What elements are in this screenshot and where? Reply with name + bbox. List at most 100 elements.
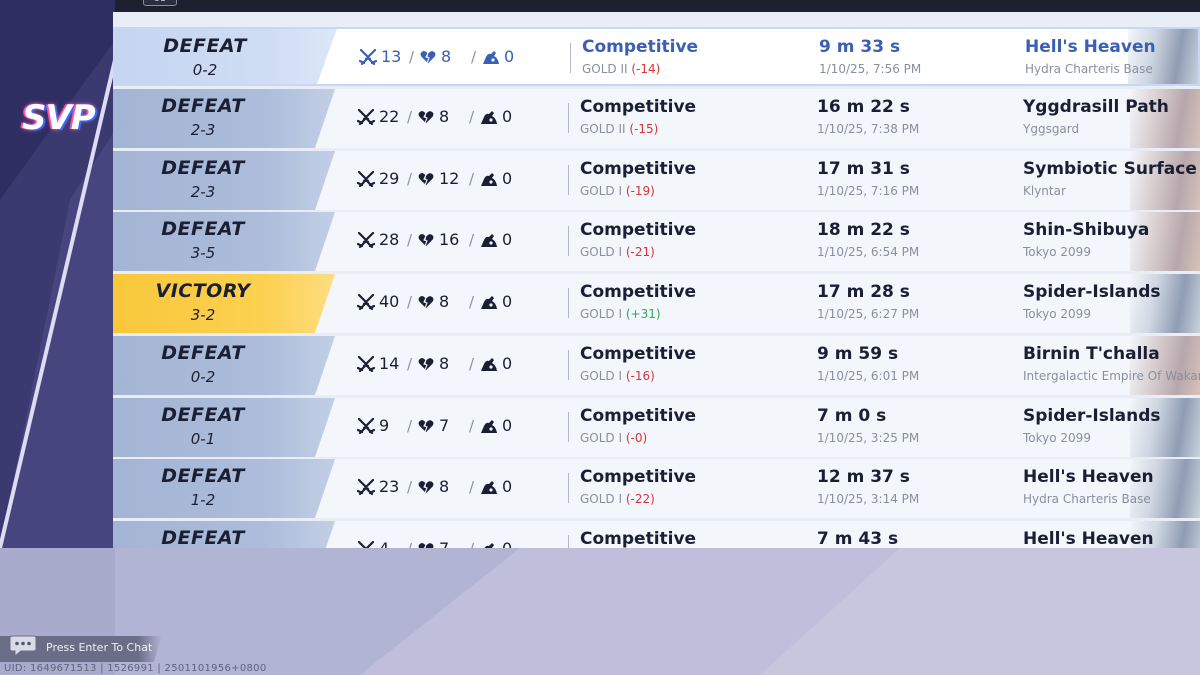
rank-change: GOLD I (-0) [580,431,647,445]
map-location: Tokyo 2099 [1023,245,1091,259]
match-row[interactable]: DEFEAT 0-2 13 / 8 / 0 Competitive GOLD II (-14) 9… [113,27,1200,86]
map-location: Hydra Charteris Base [1025,62,1153,76]
match-score: 1-2 [190,491,216,509]
match-duration: 16 m 22 s [817,97,910,117]
map-thumbnail [1130,212,1200,271]
match-date: 1/10/25, 3:14 PM [817,492,920,506]
stat-separator: / [407,417,413,435]
deaths-value: 8 [439,292,450,311]
top-tab[interactable]: 31 [143,0,177,6]
map-location: Yggsgard [1023,122,1080,136]
map-name: Symbiotic Surface [1023,159,1197,179]
match-score: 0-2 [190,368,216,386]
match-result: DEFEAT [161,527,245,548]
match-result: DEFEAT [163,35,247,57]
svp-badge: SVP [22,98,96,138]
kills-value: 28 [379,230,400,249]
match-duration: 7 m 43 s [817,529,899,548]
assists-value: 0 [502,538,512,548]
result-banner: DEFEAT [113,521,335,548]
column-divider [568,350,569,380]
kills-value: 29 [379,169,400,188]
assists-value: 0 [502,292,513,311]
game-mode: Competitive [582,37,699,57]
rank-change: GOLD I (-22) [580,492,655,506]
match-score: 0-2 [192,61,218,79]
map-location: Tokyo 2099 [1023,307,1091,321]
left-panel-stripes [0,0,115,548]
deaths-value: 8 [439,107,450,126]
match-row[interactable]: DEFEAT 1-2 23 / 8 / 0 Competitive GOLD I (-22) 12… [113,459,1200,518]
match-row[interactable]: DEFEAT 2-3 29 / 12 / 0 Competitive GOLD I (-19) 1… [113,151,1200,210]
chat-bubble-icon[interactable] [9,634,37,658]
rank-tier: GOLD I [580,184,623,198]
match-row[interactable]: DEFEAT 2-3 22 / 8 / 0 Competitive GOLD II (-15) 1… [113,89,1200,148]
stat-separator: / [407,170,413,188]
kills-value: 14 [379,354,400,373]
facet-shape [115,548,520,675]
column-divider [568,535,569,548]
game-mode: Competitive [580,529,697,548]
match-row[interactable]: DEFEAT 0-2 14 / 8 / 0 Competitive GOLD I (-16) 9 … [113,336,1200,395]
map-thumbnail [1130,459,1200,518]
match-duration: 17 m 31 s [817,159,910,179]
match-score: 2-3 [190,183,216,201]
map-name: Birnin T'challa [1023,344,1160,364]
match-score: 0-1 [190,430,216,448]
result-banner: DEFEAT 0-2 [115,29,337,84]
stat-separator: / [469,108,475,126]
match-result: DEFEAT [161,95,245,117]
rank-change: GOLD II (-15) [580,122,658,136]
result-banner: DEFEAT 2-3 [113,89,335,148]
match-history-list[interactable]: DEFEAT 0-2 13 / 8 / 0 Competitive GOLD II (-14) 9… [113,12,1200,548]
match-date: 1/10/25, 6:01 PM [817,369,920,383]
stat-separator: / [407,231,413,249]
match-date: 1/10/25, 6:27 PM [817,307,920,321]
match-row[interactable]: DEFEAT 4 / 7 / 0 Competitive 7 m 43 s Hell's He… [113,521,1200,548]
rank-change: GOLD I (+31) [580,307,661,321]
result-banner: DEFEAT 0-2 [113,336,335,395]
result-banner: DEFEAT 2-3 [113,151,335,210]
result-banner: DEFEAT 0-1 [113,398,335,457]
rank-tier: GOLD I [580,307,623,321]
match-row[interactable]: DEFEAT 0-1 9 / 7 / 0 Competitive GOLD I (-0) 7 m … [113,398,1200,457]
game-mode: Competitive [580,344,697,364]
match-row[interactable]: DEFEAT 3-5 28 / 16 / 0 Competitive GOLD I (-21) 1… [113,212,1200,271]
stat-separator: / [469,293,475,311]
top-bar [115,0,1200,12]
deaths-value: 7 [439,538,449,548]
match-duration: 17 m 28 s [817,282,910,302]
match-row[interactable]: VICTORY 3-2 40 / 8 / 0 Competitive GOLD I (+31) 1… [113,274,1200,333]
deaths-value: 16 [439,230,460,249]
chat-prompt-label: Press Enter To Chat [46,641,153,654]
column-divider [568,103,569,133]
game-mode: Competitive [580,282,697,302]
stat-separator: / [469,170,475,188]
map-thumbnail [1130,521,1200,548]
column-divider [570,43,571,73]
match-score: 3-5 [190,244,216,262]
match-date: 1/10/25, 6:54 PM [817,245,920,259]
match-result: DEFEAT [161,404,245,426]
deaths-value: 8 [439,354,450,373]
rank-change: GOLD I (-21) [580,245,655,259]
assists-value: 0 [502,169,513,188]
column-divider [568,412,569,442]
stat-separator: / [469,355,475,373]
map-thumbnail [1128,29,1198,84]
stat-separator: / [471,48,477,66]
kda-stats: 29 / 12 / 0 [357,168,557,190]
panel-stripe [0,0,115,200]
map-name: Yggdrasill Path [1023,97,1169,117]
match-duration: 9 m 59 s [817,344,899,364]
game-mode: Competitive [580,406,697,426]
kda-stats: 40 / 8 / 0 [357,291,557,313]
match-duration: 12 m 37 s [817,467,910,487]
column-divider [568,165,569,195]
map-name: Hell's Heaven [1025,37,1156,57]
map-name: Spider-Islands [1023,406,1161,426]
stat-separator: / [407,108,413,126]
rank-tier: GOLD II [580,122,626,136]
rank-change: GOLD I (-19) [580,184,655,198]
kda-stats: 22 / 8 / 0 [357,106,557,128]
